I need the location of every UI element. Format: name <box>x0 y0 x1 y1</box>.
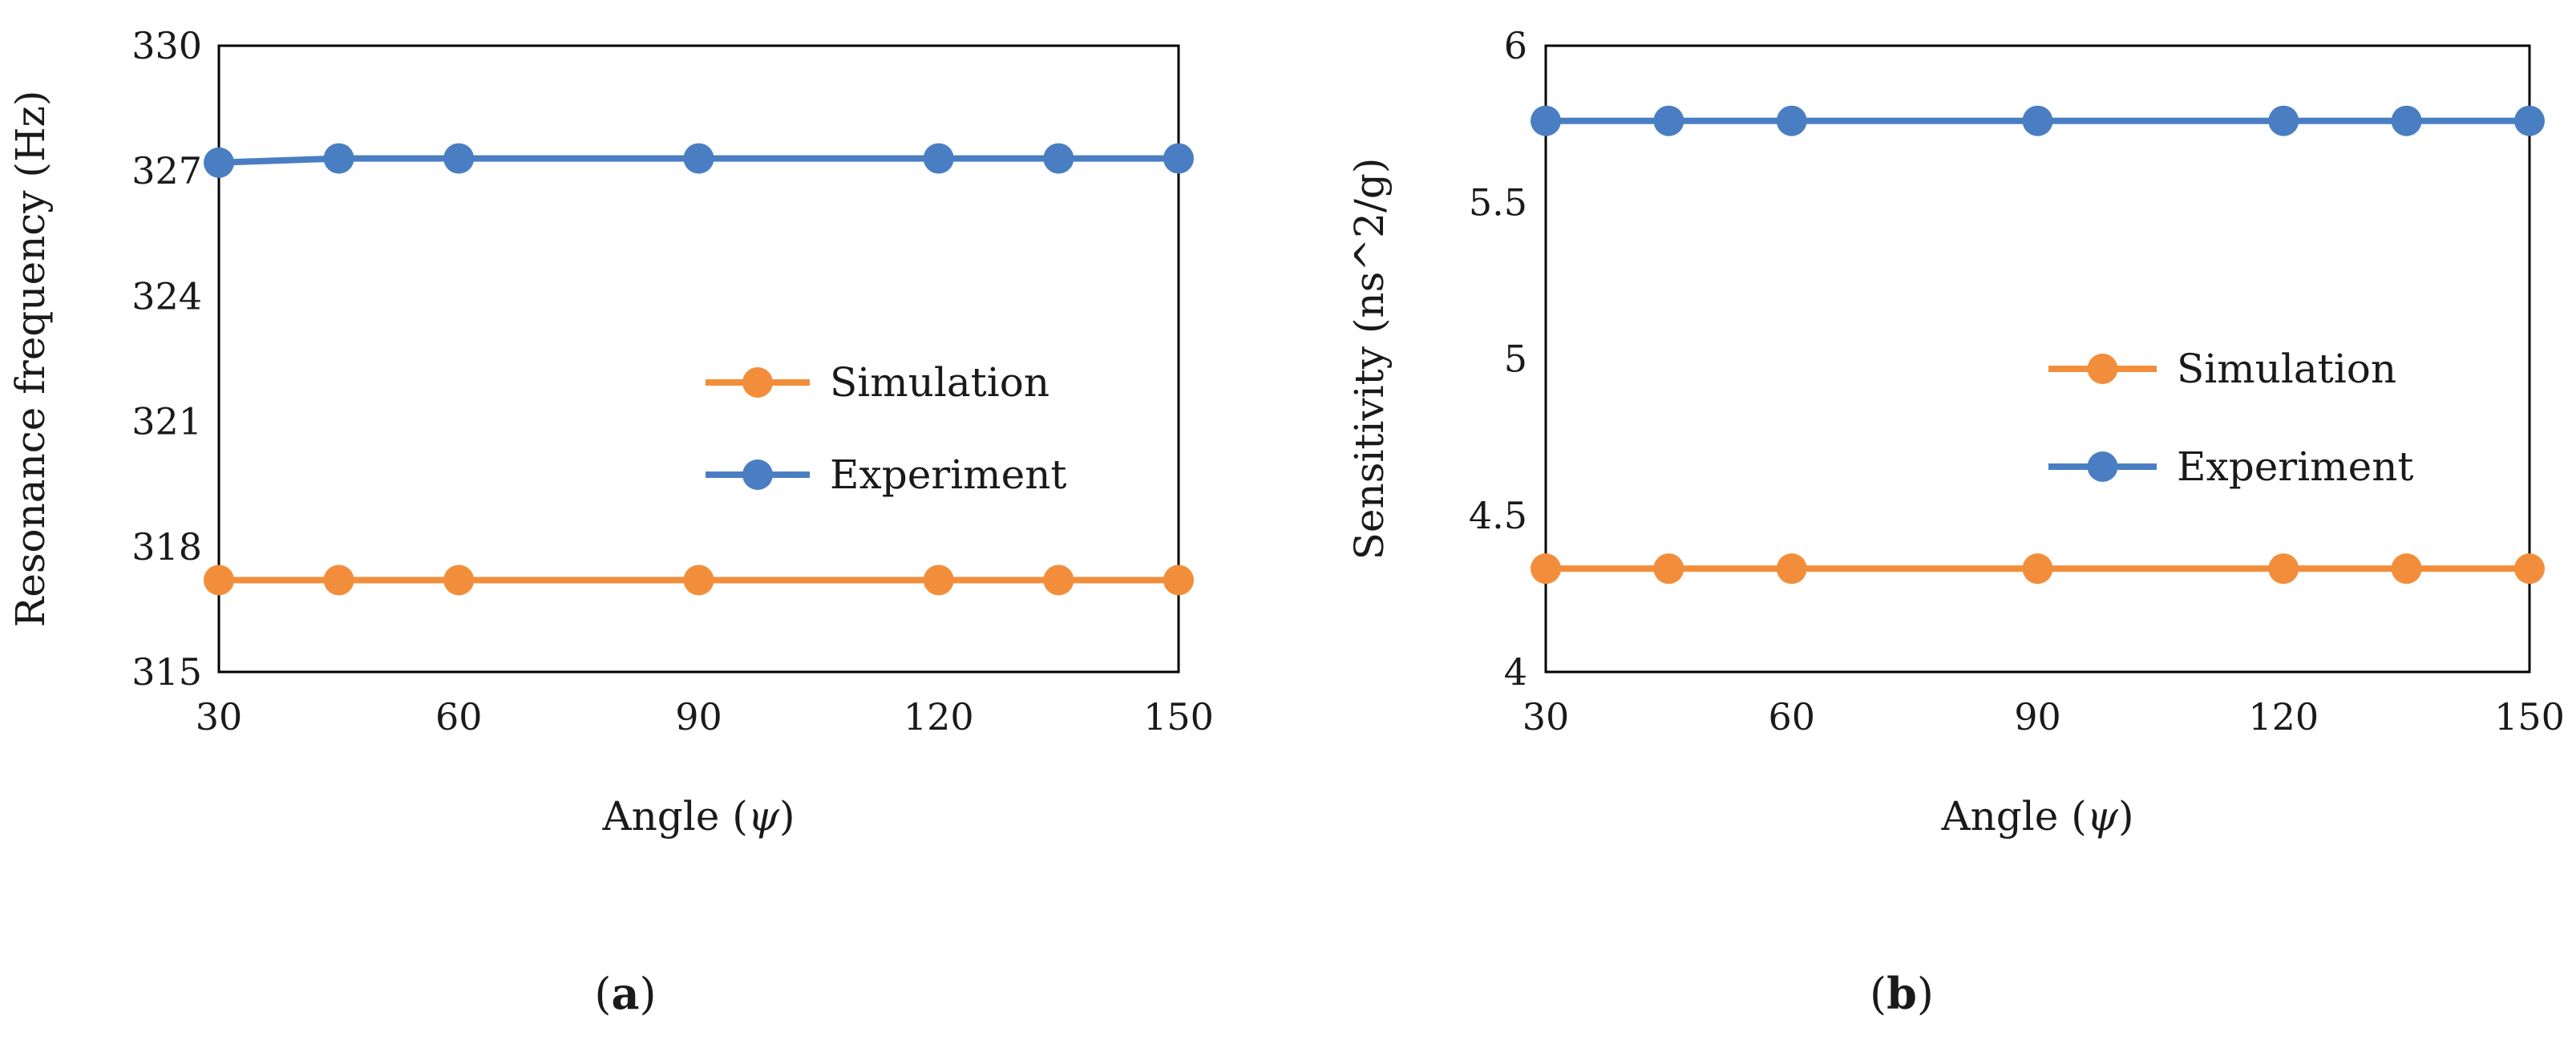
y-tick-label: 4.5 <box>1469 494 1527 537</box>
data-point-experiment <box>2268 105 2299 136</box>
x-tick-label: 60 <box>1768 695 1815 738</box>
data-point-simulation <box>1776 553 1807 585</box>
data-point-experiment <box>923 143 954 174</box>
panel-label-part: ( <box>1870 969 1887 1019</box>
data-point-simulation <box>2391 553 2422 585</box>
chart-panel-a: 315 318 321 324 327 330 30 60 90 120 150 Resonance … <box>7 24 1214 1019</box>
panel-label: (b) <box>1870 968 1934 1019</box>
data-point-simulation <box>204 564 234 596</box>
y-tick-label: 318 <box>131 525 202 569</box>
legend-marker-experiment <box>742 459 773 490</box>
data-point-experiment <box>1776 105 1807 136</box>
legend-marker-experiment <box>2087 451 2118 482</box>
y-tick-label: 5 <box>1504 338 1527 381</box>
legend-marker-simulation <box>2087 354 2118 384</box>
x-axis-label: Angle (ψ) <box>1940 793 2133 840</box>
data-point-simulation <box>683 564 714 596</box>
y-axis-label: Sensitivity (ns^2/g) <box>1346 158 1393 560</box>
data-point-experiment <box>1531 105 1561 136</box>
legend-label-simulation: Simulation <box>830 359 1049 406</box>
x-axis-label-part: ) <box>2118 793 2134 840</box>
data-point-simulation <box>323 564 354 596</box>
x-axis-label-part: ) <box>779 793 795 840</box>
legend-label-experiment: Experiment <box>2177 443 2413 490</box>
x-tick-label: 120 <box>2248 695 2319 738</box>
y-tick-label: 4 <box>1504 650 1527 694</box>
panel-label: (a) <box>594 968 656 1019</box>
plot-area-frame <box>1544 44 2531 674</box>
x-axis-label-part: ψ <box>2087 793 2119 840</box>
data-point-experiment <box>683 143 714 174</box>
plot-area-frame <box>217 44 1180 674</box>
data-point-experiment <box>2022 105 2053 136</box>
x-axis-label-part: ψ <box>748 793 780 840</box>
y-tick-label: 315 <box>131 650 202 694</box>
y-tick-label: 324 <box>131 274 202 318</box>
panel-label-part: b <box>1887 968 1917 1019</box>
x-tick-label: 90 <box>675 695 722 738</box>
x-tick-label: 90 <box>2014 695 2061 738</box>
legend-label-simulation: Simulation <box>2177 346 2396 392</box>
data-point-simulation <box>1653 553 1684 585</box>
x-tick-label: 60 <box>435 695 483 738</box>
x-tick-label: 150 <box>1143 695 1214 738</box>
data-point-simulation <box>923 564 954 596</box>
data-point-experiment <box>443 143 475 174</box>
data-point-experiment <box>323 143 354 174</box>
data-point-simulation <box>1043 564 1074 596</box>
x-tick-label: 30 <box>1523 695 1570 738</box>
legend-label-experiment: Experiment <box>830 451 1066 498</box>
data-point-experiment <box>2391 105 2422 136</box>
x-axis-label-part: Angle ( <box>1940 793 2086 840</box>
x-axis-label-part: Angle ( <box>601 793 747 840</box>
y-tick-label: 6 <box>1504 24 1527 67</box>
chart-panel-b: 4 4.5 5 5.5 6 30 60 90 120 150 Sensitivity (ns^2/g… <box>1346 24 2565 1019</box>
x-tick-label: 120 <box>904 695 974 738</box>
y-tick-label: 321 <box>131 400 202 443</box>
y-tick-label: 330 <box>131 24 202 67</box>
data-point-experiment <box>2514 105 2545 136</box>
data-point-experiment <box>1163 143 1194 174</box>
data-point-experiment <box>1653 105 1684 136</box>
legend-marker-simulation <box>742 367 773 398</box>
data-point-experiment <box>204 147 234 178</box>
data-point-simulation <box>1163 564 1194 596</box>
y-axis-label: Resonance frequency (Hz) <box>7 91 54 628</box>
y-tick-label: 5.5 <box>1469 180 1527 224</box>
data-point-simulation <box>443 564 475 596</box>
data-point-simulation <box>2268 553 2299 585</box>
x-tick-label: 30 <box>196 695 243 738</box>
x-axis-label: Angle (ψ) <box>601 793 795 840</box>
data-point-simulation <box>2514 553 2545 585</box>
data-point-simulation <box>1531 553 1561 585</box>
x-tick-label: 150 <box>2494 695 2565 738</box>
panel-label-part: a <box>612 968 640 1019</box>
panel-label-part: ) <box>640 969 657 1019</box>
data-point-simulation <box>2022 553 2053 585</box>
y-tick-label: 327 <box>131 149 202 192</box>
panel-label-part: ) <box>1917 969 1934 1019</box>
panel-label-part: ( <box>594 969 611 1019</box>
data-point-experiment <box>1043 143 1074 174</box>
